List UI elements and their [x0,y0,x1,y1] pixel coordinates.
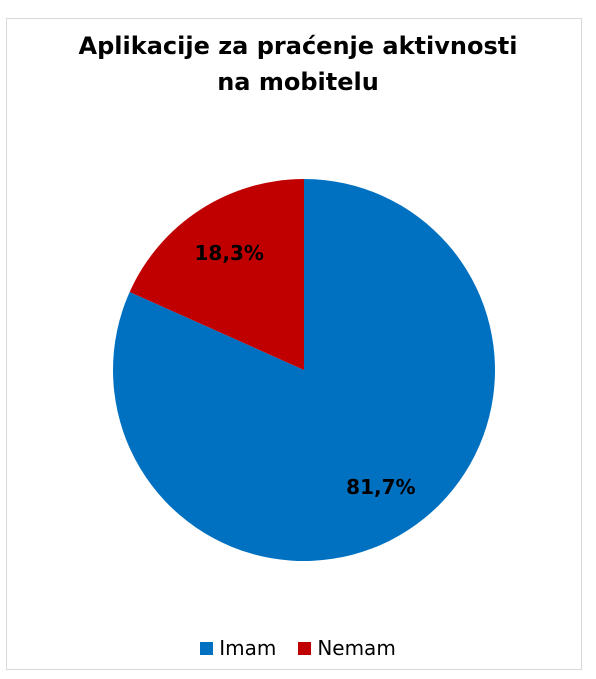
legend-item-imam: Imam [200,636,276,660]
pie-slice-imam [113,179,496,561]
chart-title-line-1: Aplikacije za praćenje aktivnosti [78,32,518,60]
legend-label-imam: Imam [219,636,277,660]
legend-swatch-imam [200,641,214,655]
data-label-nemam: 18,3% [195,241,264,265]
data-label-imam: 81,7% [346,475,415,499]
pie-slice-nemam [129,179,304,370]
legend-swatch-nemam [298,641,312,655]
chart-title-line-2: na mobitelu [217,68,379,96]
legend-label-nemam: Nemam [317,636,396,660]
legend-item-nemam: Nemam [298,636,396,660]
chart-legend: Imam Nemam [0,636,596,660]
chart-title: Aplikacije za praćenje aktivnosti na mob… [0,28,596,100]
